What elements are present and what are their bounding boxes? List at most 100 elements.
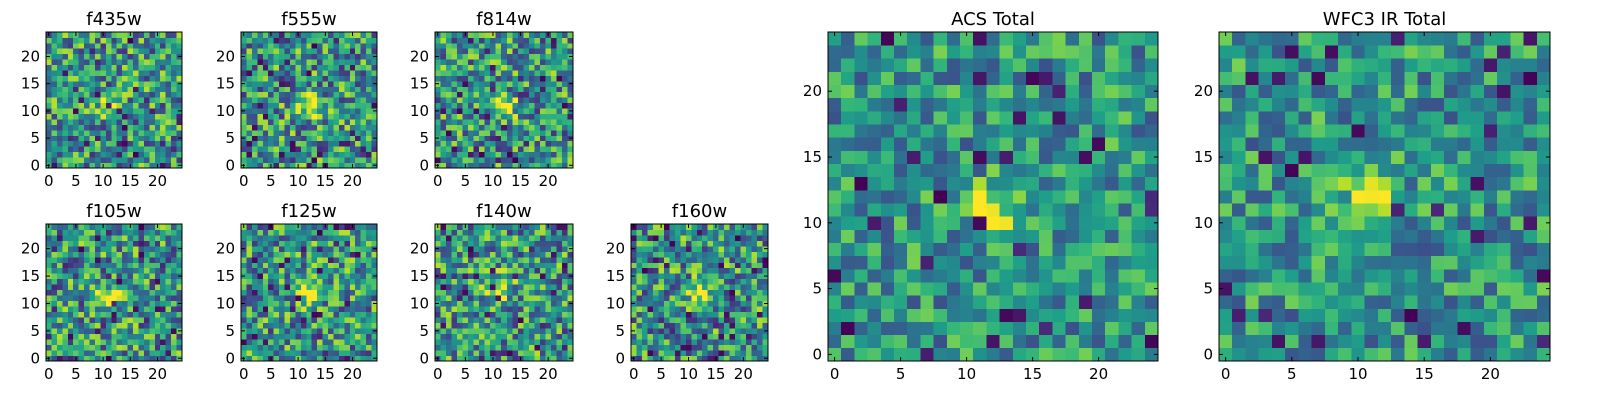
- heatmap-cell: [289, 32, 296, 38]
- heatmap-cell: [360, 75, 367, 82]
- heatmap-cell: [333, 119, 340, 125]
- heatmap-cell: [122, 245, 128, 252]
- heatmap-cell: [539, 333, 546, 340]
- heatmap-cell: [246, 119, 253, 125]
- heatmap-cell: [300, 129, 307, 136]
- heatmap-cell: [707, 322, 714, 329]
- heatmap-cell: [62, 267, 69, 274]
- heatmap-cell: [67, 306, 74, 313]
- heatmap-cell: [127, 86, 134, 93]
- heatmap-cell: [652, 229, 659, 236]
- heatmap-cell: [556, 262, 563, 269]
- heatmap-cell: [658, 273, 665, 280]
- heatmap-cell: [338, 284, 345, 291]
- heatmap-cell: [663, 284, 670, 291]
- heatmap-cell: [94, 80, 101, 87]
- heatmap-cell: [94, 140, 101, 147]
- heatmap-cell: [284, 140, 291, 147]
- heatmap-cell: [735, 224, 741, 230]
- heatmap-cell: [1012, 229, 1027, 243]
- heatmap-cell: [1144, 163, 1159, 178]
- heatmap-cell: [289, 284, 296, 291]
- heatmap-cell: [328, 162, 334, 169]
- heatmap-cell: [545, 70, 552, 76]
- heatmap-cell: [528, 151, 535, 158]
- heatmap-cell: [457, 273, 463, 280]
- heatmap-cell: [946, 334, 961, 349]
- heatmap-cell: [1105, 347, 1119, 362]
- heatmap-cell: [534, 229, 541, 236]
- heatmap-cell: [295, 339, 302, 345]
- heatmap-cell: [867, 308, 882, 322]
- heatmap-cell: [360, 300, 367, 307]
- heatmap-cell: [46, 350, 52, 356]
- heatmap-cell: [84, 289, 90, 296]
- heatmap-cell: [567, 256, 574, 263]
- heatmap-cell: [322, 80, 329, 87]
- heatmap-cell: [652, 273, 659, 280]
- heatmap-cell: [105, 146, 112, 153]
- y-tick-label: 20: [410, 240, 429, 258]
- heatmap-cell: [284, 59, 291, 66]
- x-tick-label: 20: [539, 365, 558, 383]
- heatmap-cell: [73, 97, 80, 104]
- heatmap-cell: [279, 306, 285, 313]
- heatmap-cell: [468, 80, 475, 87]
- heatmap-cell: [473, 48, 480, 55]
- heatmap-cell: [94, 311, 101, 318]
- heatmap-cell: [62, 70, 69, 76]
- heatmap-cell: [349, 339, 356, 345]
- heatmap-cell: [663, 240, 670, 247]
- heatmap-cell: [501, 344, 508, 351]
- heatmap-cell: [702, 317, 709, 324]
- heatmap-cell: [355, 256, 362, 263]
- heatmap-cell: [73, 80, 80, 87]
- heatmap-cell: [56, 37, 63, 44]
- x-tick-label: 0: [433, 172, 443, 190]
- heatmap-cell: [1105, 242, 1119, 257]
- heatmap-cell: [105, 102, 112, 109]
- heatmap-cell: [138, 37, 145, 44]
- heatmap-cell: [262, 48, 269, 55]
- heatmap-cell: [707, 262, 714, 269]
- heatmap-cell: [246, 157, 253, 163]
- y-tick-label: 15: [606, 267, 625, 285]
- heatmap-cell: [1144, 295, 1159, 309]
- heatmap-cell: [100, 48, 107, 55]
- heatmap-cell: [105, 151, 112, 158]
- heatmap-cell: [317, 284, 323, 291]
- heatmap-cell: [89, 317, 96, 324]
- heatmap-cell: [946, 163, 961, 178]
- heatmap-cell: [94, 295, 101, 302]
- heatmap-cell: [273, 328, 280, 334]
- heatmap-cell: [94, 333, 101, 340]
- heatmap-cell: [468, 355, 475, 362]
- heatmap-cell: [933, 216, 948, 230]
- heatmap-cell: [295, 278, 302, 285]
- heatmap-cell: [636, 284, 643, 291]
- heatmap-cell: [116, 146, 123, 153]
- heatmap-cell: [133, 234, 139, 241]
- heatmap-cell: [154, 157, 161, 163]
- heatmap-cell: [300, 278, 307, 285]
- heatmap-cell: [133, 162, 139, 169]
- x-tick-label: 0: [433, 365, 443, 383]
- heatmap-cell: [479, 284, 486, 291]
- heatmap-cell: [127, 328, 134, 334]
- heatmap-cell: [138, 344, 145, 351]
- heatmap-cell: [663, 328, 670, 334]
- heatmap-cell: [663, 251, 670, 258]
- heatmap-cell: [349, 289, 356, 296]
- heatmap-cell: [56, 42, 63, 49]
- heatmap-cell: [1052, 255, 1066, 270]
- heatmap-cell: [636, 339, 643, 345]
- heatmap-cell: [56, 344, 63, 351]
- heatmap-cell: [246, 86, 253, 93]
- heatmap-cell: [300, 234, 307, 241]
- heatmap-cell: [451, 80, 458, 87]
- heatmap-cell: [251, 300, 258, 307]
- heatmap-cell: [528, 102, 535, 109]
- heatmap-cell: [495, 146, 502, 153]
- heatmap-cell: [473, 240, 480, 247]
